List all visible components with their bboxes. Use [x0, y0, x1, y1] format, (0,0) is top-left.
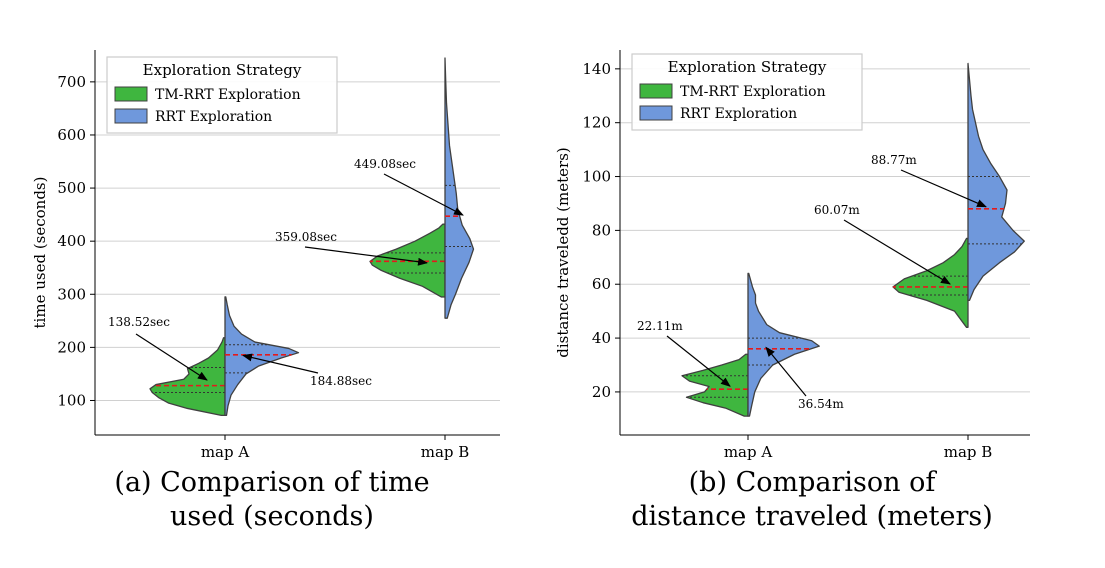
figure-caption: used (seconds): [170, 501, 374, 532]
annotation-arrow: [304, 246, 428, 266]
violin-tmrrt-map-b: [892, 237, 969, 328]
y-tick-label: 140: [582, 60, 611, 78]
y-tick-label: 80: [592, 221, 611, 239]
y-tick-label: 100: [582, 168, 611, 186]
annotation-arrow: [843, 219, 951, 285]
y-tick-label: 120: [582, 114, 611, 132]
legend-swatch-tmrrt: [639, 83, 673, 99]
y-tick-label: 400: [57, 232, 86, 250]
annotation-label: 184.88sec: [310, 374, 372, 388]
annotation-arrow: [765, 346, 807, 397]
y-axis-title: time used (seconds): [31, 177, 49, 329]
legend-swatch-rrt: [639, 105, 673, 121]
y-tick-label: 500: [57, 179, 86, 197]
annotation-arrow: [666, 335, 731, 387]
annotation-arrow: [900, 169, 987, 208]
y-tick-label: 100: [57, 391, 86, 409]
legend: Exploration Strategy TM-RRT Exploration RR…: [106, 56, 338, 134]
chart-panel-a: 100 200 300 400 500 600 700 map A map B time used…: [31, 50, 500, 532]
x-tick-label: map B: [944, 443, 993, 461]
y-tick-label: 60: [592, 275, 611, 293]
legend: Exploration Strategy TM-RRT Exploration RR…: [631, 53, 863, 131]
chart-panel-b: 20 40 60 80 100 120 140 map A map B distance trav…: [554, 50, 1030, 532]
violin-rrt-map-a: [747, 272, 820, 417]
annotation-arrow: [383, 173, 464, 216]
annotation-label: 138.52sec: [108, 315, 170, 329]
legend-swatch-tmrrt: [114, 86, 148, 102]
legend-entry-label: RRT Exploration: [155, 109, 272, 125]
legend-entry-label: TM-RRT Exploration: [155, 87, 301, 103]
legend-entry-label: RRT Exploration: [680, 106, 797, 122]
legend-title: Exploration Strategy: [668, 58, 827, 76]
annotation-label: 359.08sec: [275, 230, 337, 244]
y-axis-title: distance traveledd (meters): [554, 147, 572, 358]
annotation-arrow: [135, 333, 208, 381]
violin-rrt-map-b: [967, 62, 1025, 302]
annotation-label: 60.07m: [814, 203, 860, 217]
y-tick-label: 600: [57, 126, 86, 144]
y-tick-label: 300: [57, 285, 86, 303]
x-tick-label: map A: [201, 443, 250, 461]
x-tick-label: map A: [724, 443, 773, 461]
figure-caption: (a) Comparison of time: [114, 467, 429, 498]
annotation-arrow: [242, 353, 319, 374]
annotation-label: 449.08sec: [354, 157, 416, 171]
y-tick-label: 40: [592, 329, 611, 347]
legend-swatch-rrt: [114, 108, 148, 124]
annotation-label: 88.77m: [871, 153, 917, 167]
y-tick-label: 700: [57, 73, 86, 91]
y-tick-label: 20: [592, 383, 611, 401]
legend-entry-label: TM-RRT Exploration: [680, 84, 826, 100]
violin-tmrrt-map-a: [149, 337, 226, 417]
violin-tmrrt-map-a: [681, 353, 749, 417]
figure-caption: distance traveled (meters): [631, 501, 993, 532]
y-tick-label: 200: [57, 338, 86, 356]
annotation-label: 22.11m: [637, 319, 683, 333]
legend-title: Exploration Strategy: [143, 61, 302, 79]
x-tick-label: map B: [421, 443, 470, 461]
annotation-label: 36.54m: [798, 397, 844, 411]
violin-rrt-map-a: [224, 296, 300, 417]
figure-caption: (b) Comparison of: [689, 467, 938, 498]
